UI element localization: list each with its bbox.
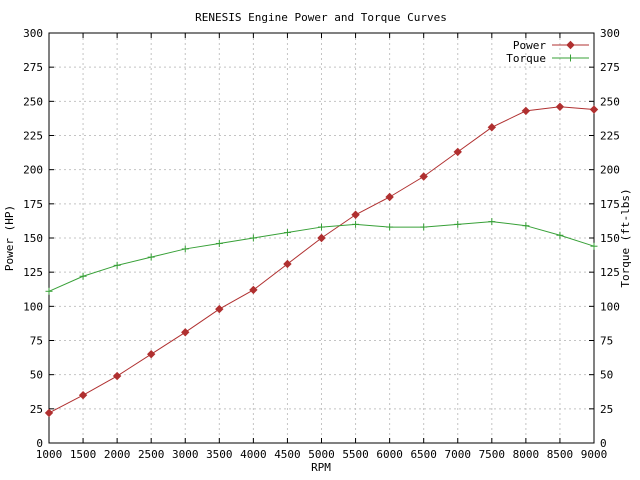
chart-title: RENESIS Engine Power and Torque Curves (195, 11, 447, 24)
x-tick-label: 4500 (274, 448, 301, 461)
power-curve (44, 102, 599, 418)
y-right-tick-label: 125 (600, 266, 620, 279)
y-axis-label-left: Power (HP) (3, 205, 16, 271)
x-tick-label: 1500 (70, 448, 97, 461)
y-left-tick-label: 250 (23, 95, 43, 108)
x-tick-label: 8000 (513, 448, 540, 461)
plot-frame (48, 32, 595, 444)
x-tick-label: 5500 (342, 448, 369, 461)
x-tick-label: 7000 (445, 448, 472, 461)
y-left-tick-label: 225 (23, 130, 43, 143)
x-tick-labels: 1000 1500 2000 2500 3000 3500 4000 4500 5000 5500… (36, 448, 608, 461)
legend: Power Torque (506, 39, 546, 65)
y-left-tick-label: 75 (30, 335, 43, 348)
y-left-tick-label: 200 (23, 164, 43, 177)
x-tick-label: 4000 (240, 448, 267, 461)
y-right-tick-label: 200 (600, 164, 620, 177)
x-tick-label: 6000 (376, 448, 403, 461)
y-left-tick-label: 50 (30, 369, 43, 382)
y-right-tick-label: 50 (600, 369, 613, 382)
y-left-tick-label: 150 (23, 232, 43, 245)
torque-line (48, 221, 595, 292)
legend-power-label: Power (513, 39, 546, 52)
y-left-tick-label: 25 (30, 403, 43, 416)
torque-markers (45, 218, 598, 295)
y-tick-labels-right: 0 25 50 75 100 125 150 175 200 225 250 275 300 (600, 27, 620, 450)
y-right-tick-label: 150 (600, 232, 620, 245)
y-right-tick-label: 75 (600, 335, 613, 348)
y-right-tick-label: 225 (600, 130, 620, 143)
y-right-tick-label: 100 (600, 300, 620, 313)
x-tick-label: 1000 (36, 448, 63, 461)
chart-generated: 1000 1500 2000 2500 3000 3500 4000 4500 5000 5500… (23, 27, 620, 461)
y-right-tick-label: 275 (600, 61, 620, 74)
y-left-tick-label: 275 (23, 61, 43, 74)
legend-samples (552, 40, 589, 62)
torque-curve (45, 218, 598, 295)
x-tick-label: 3000 (172, 448, 199, 461)
y-right-tick-label: 250 (600, 95, 620, 108)
x-tick-label: 9000 (581, 448, 608, 461)
x-tick-label: 7500 (479, 448, 506, 461)
y-right-tick-label: 0 (600, 437, 607, 450)
x-tick-label: 2000 (104, 448, 131, 461)
x-axis-label: RPM (311, 461, 331, 474)
y-left-tick-label: 175 (23, 198, 43, 211)
y-left-tick-label: 125 (23, 266, 43, 279)
y-left-tick-label: 100 (23, 300, 43, 313)
legend-torque-label: Torque (506, 52, 546, 65)
x-tick-label: 2500 (138, 448, 165, 461)
y-left-tick-label: 300 (23, 27, 43, 40)
y-right-tick-label: 175 (600, 198, 620, 211)
y-right-tick-label: 300 (600, 27, 620, 40)
y-tick-labels-left: 0 25 50 75 100 125 150 175 200 225 250 275 300 (23, 27, 43, 450)
y-left-tick-label: 0 (36, 437, 43, 450)
x-tick-label: 3500 (206, 448, 233, 461)
power-markers (44, 102, 599, 418)
x-tick-label: 5000 (308, 448, 335, 461)
y-right-tick-label: 25 (600, 403, 613, 416)
x-tick-label: 6500 (410, 448, 437, 461)
x-tick-label: 8500 (547, 448, 574, 461)
y-axis-label-right: Torque (ft-lbs) (619, 188, 632, 287)
